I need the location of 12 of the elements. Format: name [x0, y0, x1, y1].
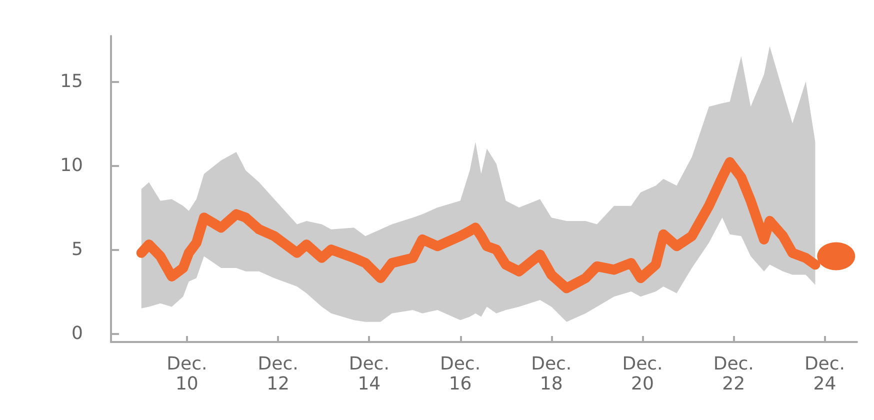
y-tick-label: 0: [72, 323, 83, 344]
y-tick-label: 5: [72, 239, 83, 260]
x-tick-label: Dec. 16: [440, 354, 481, 394]
x-tick-label: Dec. 12: [258, 354, 298, 394]
y-tick-label: 10: [60, 154, 83, 176]
x-tick-label: Dec. 22: [713, 354, 754, 394]
y-tick-label: 15: [60, 70, 83, 92]
x-tick-label: Dec. 20: [622, 354, 663, 394]
x-tick-label: Dec. 10: [166, 354, 208, 394]
x-tick-label: Dec. 18: [531, 354, 572, 394]
x-tick-label: Dec. 14: [348, 354, 390, 394]
x-tick-label: Dec. 24: [804, 354, 846, 394]
